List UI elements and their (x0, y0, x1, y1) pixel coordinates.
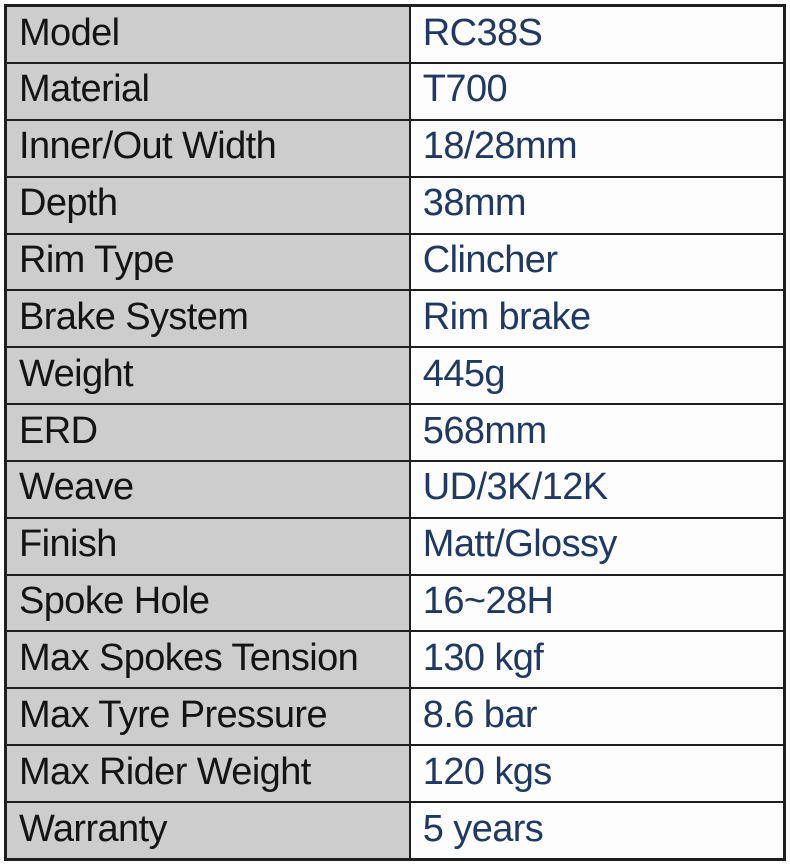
spec-label-12: Max Tyre Pressure (4, 687, 411, 747)
spec-value-14: 5 years (408, 800, 786, 861)
spec-row-12: Max Tyre Pressure 8.6 bar (4, 687, 786, 747)
spec-value-10: 16~28H (408, 573, 786, 633)
spec-row-11: Max Spokes Tension 130 kgf (4, 630, 786, 690)
spec-label-11: Max Spokes Tension (4, 630, 411, 690)
spec-row-7: ERD 568mm (4, 403, 786, 462)
spec-label-1: Material (4, 61, 411, 121)
spec-label-9: Finish (4, 516, 411, 576)
spec-row-1: Material T700 (4, 61, 786, 121)
spec-value-1: T700 (408, 61, 786, 121)
spec-row-13: Max Rider Weight 120 kgs (4, 744, 786, 803)
spec-label-3: Depth (4, 175, 411, 235)
spec-label-0: Model (4, 4, 411, 64)
spec-label-4: Rim Type (4, 232, 411, 292)
spec-row-8: Weave UD/3K/12K (4, 459, 786, 519)
spec-value-7: 568mm (408, 403, 786, 462)
spec-row-9: Finish Matt/Glossy (4, 516, 786, 576)
spec-row-3: Depth 38mm (4, 175, 786, 235)
spec-label-6: Weight (4, 346, 411, 406)
spec-value-5: Rim brake (408, 289, 786, 349)
spec-row-4: Rim Type Clincher (4, 232, 786, 292)
spec-value-8: UD/3K/12K (408, 459, 786, 519)
spec-value-6: 445g (408, 346, 786, 406)
spec-value-2: 18/28mm (408, 118, 786, 178)
spec-row-6: Weight 445g (4, 346, 786, 406)
spec-row-14: Warranty 5 years (4, 800, 786, 861)
spec-value-12: 8.6 bar (408, 687, 786, 747)
spec-table: Model RC38S Material T700 Inner/Out Widt… (4, 4, 786, 861)
spec-label-14: Warranty (4, 800, 411, 861)
spec-value-11: 130 kgf (408, 630, 786, 690)
spec-row-5: Brake System Rim brake (4, 289, 786, 349)
spec-label-7: ERD (4, 403, 411, 462)
spec-label-8: Weave (4, 459, 411, 519)
spec-value-0: RC38S (408, 4, 786, 64)
spec-label-10: Spoke Hole (4, 573, 411, 633)
spec-label-5: Brake System (4, 289, 411, 349)
spec-label-2: Inner/Out Width (4, 118, 411, 178)
spec-table-body: Model RC38S Material T700 Inner/Out Widt… (4, 4, 786, 861)
spec-value-13: 120 kgs (408, 744, 786, 803)
spec-value-4: Clincher (408, 232, 786, 292)
spec-label-13: Max Rider Weight (4, 744, 411, 803)
spec-row-0: Model RC38S (4, 4, 786, 64)
spec-value-3: 38mm (408, 175, 786, 235)
spec-row-10: Spoke Hole 16~28H (4, 573, 786, 633)
spec-value-9: Matt/Glossy (408, 516, 786, 576)
spec-row-2: Inner/Out Width 18/28mm (4, 118, 786, 178)
